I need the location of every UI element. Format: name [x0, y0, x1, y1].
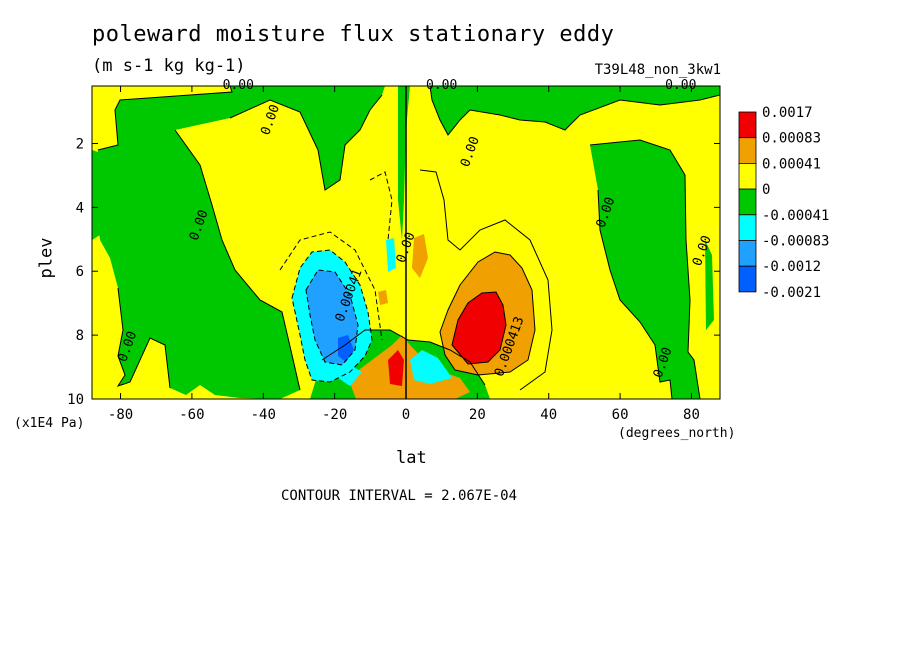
chart-title: poleward moisture flux stationary eddy: [92, 22, 615, 47]
contour-value-label: 0.00: [665, 78, 696, 93]
run-id: T39L48_non_3kw1: [594, 62, 721, 78]
contour-value-label: 0.00: [223, 78, 254, 93]
red-region-low: [388, 350, 404, 386]
x-tick-label: -20: [322, 407, 347, 423]
chart-units: (m s-1 kg kg-1): [92, 56, 246, 76]
colorbar-swatch: [738, 240, 757, 267]
cyan-region-low: [410, 350, 452, 384]
x-axis-label: lat: [396, 448, 427, 468]
x-tick-label: 20: [469, 407, 486, 423]
x-tick-label: 0: [402, 407, 410, 423]
x-tick-label: -80: [108, 407, 133, 423]
colorbar-swatch: [738, 214, 757, 241]
y-unit-note: (x1E4 Pa): [14, 416, 85, 431]
colorbar-label: 0.0017: [762, 105, 813, 121]
axis-ticks: -80 -60 -40 -20 0 20 40 60 80 2 4 6 8 10: [67, 86, 720, 423]
cyan-region-low-w: [338, 366, 362, 386]
x-tick-label: 80: [683, 407, 700, 423]
orange-region-small: [378, 290, 388, 305]
orange-region-low: [348, 335, 470, 399]
orange-region-eq: [412, 234, 428, 278]
y-tick-label: 4: [76, 200, 84, 216]
green-region-top-right: [430, 86, 720, 135]
colorbar-label: -0.0012: [762, 259, 821, 275]
colorbar-label: -0.00083: [762, 234, 829, 250]
x-tick-label: -40: [251, 407, 276, 423]
colorbar-swatch: [738, 137, 757, 164]
y-tick-label: 2: [76, 136, 84, 152]
negative-contour-lines: [279, 171, 393, 383]
contour-field: [92, 86, 720, 399]
colorbar-label: -0.0021: [762, 285, 821, 301]
y-tick-label: 8: [76, 328, 84, 344]
green-region-center-strip: [398, 86, 410, 240]
green-region-strip: [92, 150, 100, 240]
colorbar-swatch: [738, 111, 757, 139]
y-tick-label: 6: [76, 264, 84, 280]
colorbar-label: 0.00041: [762, 156, 821, 172]
y-tick-label: 10: [67, 392, 84, 408]
contour-value-label: 0.00: [426, 78, 457, 93]
y-axis-label: plev: [36, 237, 57, 279]
x-unit-note: (degrees_north): [618, 426, 736, 441]
colorbar-swatch: [738, 188, 757, 216]
green-region-west: [92, 86, 385, 399]
contour-lines: [92, 86, 720, 399]
x-tick-label: 40: [540, 407, 557, 423]
green-region-east: [590, 140, 700, 399]
colorbar-swatch: [738, 265, 757, 293]
x-tick-label: -60: [179, 407, 204, 423]
colorbar-label: 0.00083: [762, 131, 821, 147]
green-region-east-edge: [705, 240, 714, 330]
contour-interval: CONTOUR INTERVAL = 2.067E-04: [281, 488, 518, 504]
colorbar-label: -0.00041: [762, 208, 829, 224]
red-region-east-max: [452, 292, 506, 364]
x-tick-label: 60: [612, 407, 629, 423]
colorbar-legend: 0.0017 0.00083 0.00041 0 -0.00041 -0.00083 -0.…: [738, 105, 829, 301]
colorbar-swatch: [738, 162, 757, 190]
colorbar-label: 0: [762, 182, 770, 198]
cyan-region-center: [386, 238, 396, 272]
